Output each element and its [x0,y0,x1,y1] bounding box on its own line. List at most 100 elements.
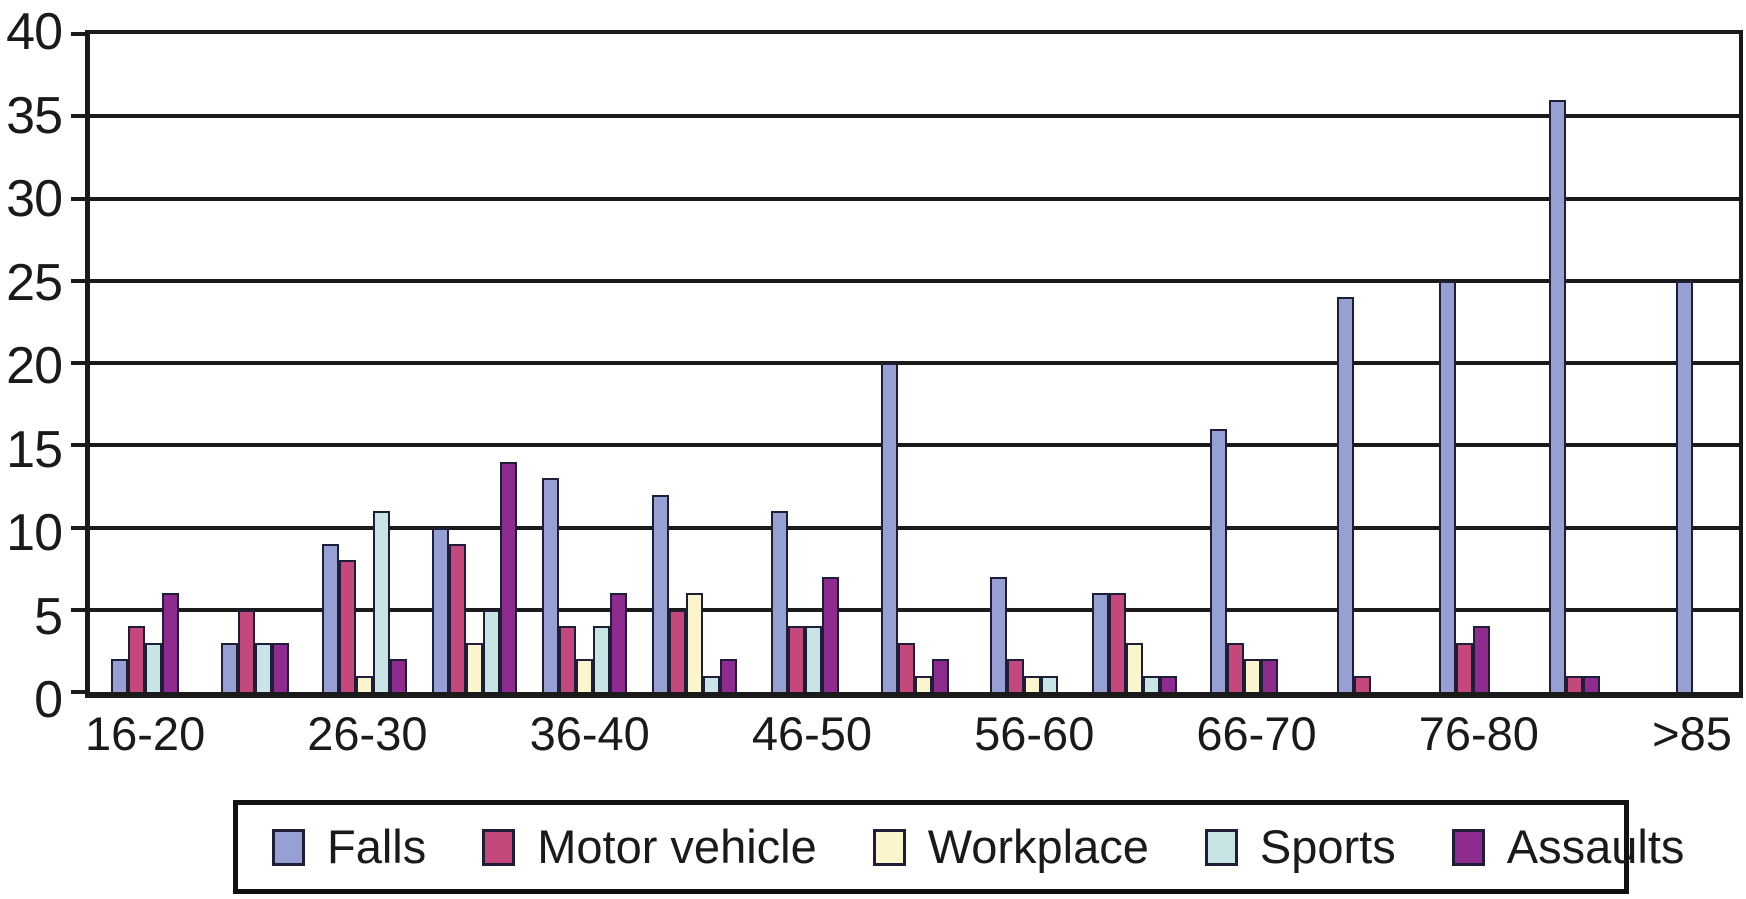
bar-falls-81-85 [1548,99,1566,692]
gridline-y-35 [90,114,1739,119]
bar-assaults-26-30 [390,659,408,692]
bar-workplace-26-30 [356,675,374,692]
bar-assaults-41-45 [720,659,738,692]
y-tick-35 [71,114,90,119]
bar-assaults-16-20 [161,593,179,692]
x-axis-label-81-85 [1539,706,1641,766]
bar-group-36-40 [530,34,640,692]
bar-group-16-20 [90,34,200,692]
bar-falls-61-65 [1091,593,1109,692]
bar-workplace-41-45 [686,593,704,692]
bar-motor-vehicle-56-60 [1007,659,1025,692]
legend-label-workplace: Workplace [927,820,1149,873]
bar-falls->85 [1675,280,1693,692]
bar-motor-vehicle-16-20 [127,626,145,692]
y-tick-20 [71,361,90,365]
y-axis-label-10: 10 [6,504,63,562]
bar-group-61-65 [1079,34,1189,692]
bar-workplace-51-55 [914,675,932,692]
bar-motor-vehicle-21-25 [237,609,255,692]
y-tick-40 [71,32,90,36]
legend-label-motor-vehicle: Motor vehicle [537,820,817,873]
x-axis-label-41-45 [650,706,752,766]
bar-assaults-36-40 [610,593,628,692]
bar-falls-66-70 [1210,428,1228,692]
x-axis-label-76-80: 76-80 [1418,707,1539,760]
y-tick-15 [71,443,90,448]
bar-assaults-61-65 [1159,675,1177,692]
y-axis-labels: 0 5 10 15 20 25 30 35 40 [0,6,63,726]
bar-workplace-66-70 [1244,659,1262,692]
y-tick-30 [71,196,90,201]
bar-motor-vehicle-31-35 [449,543,467,692]
bar-group-81-85 [1519,34,1629,692]
y-axis-label-5: 5 [34,587,63,646]
bar-group-26-30 [310,34,420,692]
gridline-y-30 [90,196,1739,201]
bar-assaults-81-85 [1582,675,1600,692]
bar-sports-31-35 [483,609,501,692]
gridline-y-25 [90,278,1739,283]
legend-item-motor-vehicle: Motor vehicle [482,822,817,872]
x-axis-label-16-20: 16-20 [85,707,206,760]
bar-group-41-45 [640,34,750,692]
gridline-y-20 [90,361,1739,365]
bar-workplace-61-65 [1125,642,1143,692]
x-axis-label-51-55 [872,706,974,766]
bar-falls-36-40 [542,478,560,692]
x-axis-label-31-35 [428,706,530,766]
y-axis-label-15: 15 [6,420,63,479]
y-axis-label-0: 0 [34,671,63,729]
legend-item-sports: Sports [1204,820,1396,873]
bar-motor-vehicle-71-75 [1354,675,1372,692]
x-axis-label-56-60: 56-60 [974,707,1095,760]
bar-group-76-80 [1409,34,1519,692]
bar-group-31-35 [420,34,530,692]
y-axis-label-25: 25 [6,253,63,312]
x-axis-labels: 16-20 26-30 36-40 46-50 56-60 66-70 76-80 >85 [85,706,1743,766]
bar-falls-76-80 [1438,280,1456,692]
x-axis-label-66-70: 66-70 [1196,707,1317,760]
bar-motor-vehicle-76-80 [1455,642,1473,692]
bar-group-51-55 [860,34,970,692]
x-axis-label-26-30: 26-30 [307,707,428,760]
bar-falls-71-75 [1337,297,1355,692]
y-tick-25 [71,278,90,283]
legend-swatch-workplace [872,828,906,866]
bar-assaults-46-50 [821,576,839,692]
x-axis-label-21-25 [205,706,307,766]
bar-sports-61-65 [1142,675,1160,692]
bar-sports-26-30 [373,511,391,692]
bar-group-66-70 [1189,34,1299,692]
bar-workplace-31-35 [466,642,484,692]
y-axis-label-35: 35 [6,86,63,145]
bar-sports-21-25 [254,642,272,692]
bar-assaults-66-70 [1261,659,1279,692]
bar-assaults-21-25 [271,642,289,692]
bar-falls-26-30 [322,543,340,692]
bar-workplace-56-60 [1024,675,1042,692]
bar-group-56-60 [970,34,1080,692]
bar-group-71-75 [1299,34,1409,692]
bar-falls-21-25 [220,642,238,692]
bar-assaults-31-35 [500,461,518,692]
x-axis-label->85: >85 [1652,707,1732,760]
bar-motor-vehicle-41-45 [669,609,687,692]
plot-area [71,30,1743,698]
bar-sports-41-45 [703,675,721,692]
gridline-y-10 [90,525,1739,530]
y-axis-label-20: 20 [6,337,63,395]
y-axis-label-40: 40 [6,3,63,61]
bar-assaults-76-80 [1472,626,1490,692]
bar-sports-56-60 [1041,675,1059,692]
bar-motor-vehicle-46-50 [787,626,805,692]
x-axis-label-71-75 [1317,706,1419,766]
legend-swatch-sports [1204,828,1238,866]
legend-item-workplace: Workplace [872,820,1149,873]
legend-label-sports: Sports [1259,820,1396,873]
legend-label-assaults: Assaults [1506,820,1685,873]
bar-motor-vehicle-26-30 [339,560,357,692]
y-axis-label-30: 30 [6,170,63,228]
bar-falls-16-20 [110,659,128,692]
